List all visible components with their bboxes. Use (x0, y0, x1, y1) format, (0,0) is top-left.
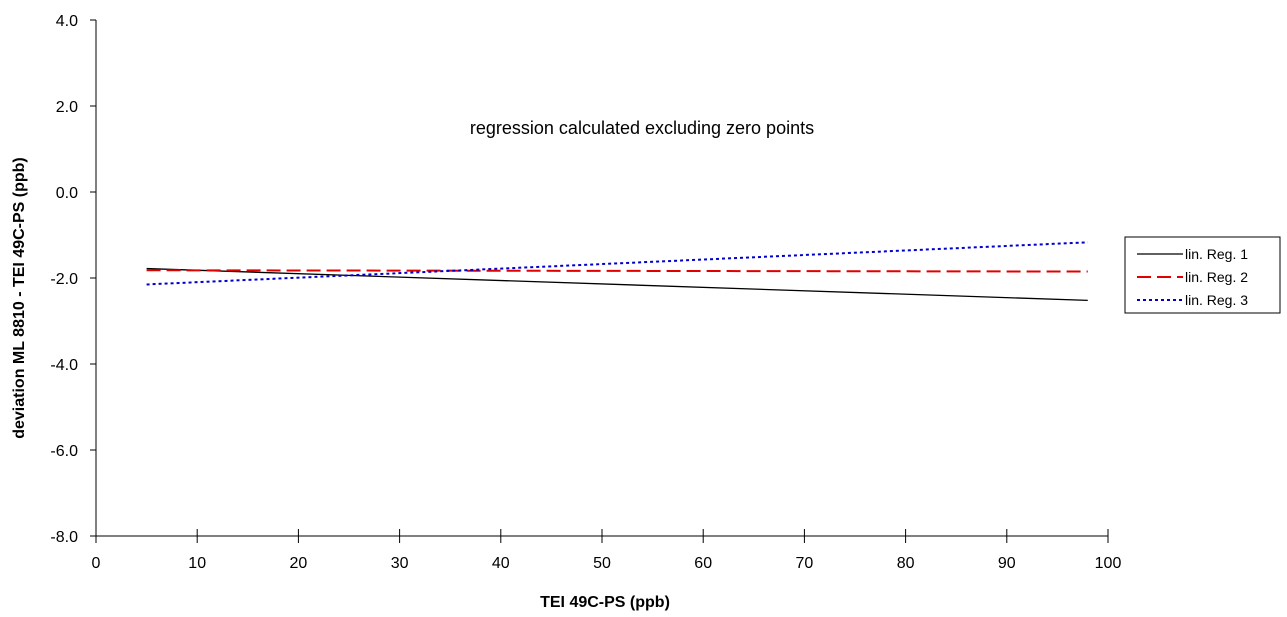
x-tick-label: 90 (998, 555, 1016, 572)
y-tick-label: -8.0 (50, 529, 78, 546)
x-tick-label: 10 (188, 555, 206, 572)
legend: lin. Reg. 1 lin. Reg. 2 lin. Reg. 3 (1124, 236, 1281, 314)
x-tick-label: 80 (897, 555, 915, 572)
chart-annotation: regression calculated excluding zero poi… (470, 118, 814, 138)
y-tick-label: -2.0 (50, 271, 78, 288)
legend-label-3: lin. Reg. 3 (1185, 292, 1248, 308)
y-tick-label: -4.0 (50, 357, 78, 374)
y-ticks: 4.0 2.0 0.0 -2.0 -4.0 -6.0 -8.0 (50, 13, 96, 546)
x-tick-label: 70 (796, 555, 814, 572)
x-tick-label: 60 (694, 555, 712, 572)
legend-label-2: lin. Reg. 2 (1185, 269, 1248, 285)
x-tick-label: 100 (1095, 555, 1122, 572)
axes (95, 20, 1108, 537)
x-tick-label: 50 (593, 555, 611, 572)
series-line-1 (146, 267, 1088, 302)
series-line-2 (146, 269, 1088, 273)
x-tick-label: 30 (391, 555, 409, 572)
series-lines (146, 241, 1088, 302)
x-tick-label: 20 (290, 555, 308, 572)
y-tick-label: 2.0 (56, 99, 78, 116)
series-line-3 (146, 241, 1088, 286)
y-tick-label: 0.0 (56, 185, 78, 202)
x-tick-label: 0 (92, 555, 101, 572)
legend-label-1: lin. Reg. 1 (1185, 246, 1248, 262)
x-tick-label: 40 (492, 555, 510, 572)
x-axis-title: TEI 49C-PS (ppb) (540, 594, 670, 611)
y-tick-label: -6.0 (50, 443, 78, 460)
y-tick-label: 4.0 (56, 13, 78, 30)
x-ticks: 0 10 20 30 40 50 60 70 80 90 100 (92, 529, 1122, 572)
y-axis-title: deviation ML 8810 - TEI 49C-PS (ppb) (11, 157, 28, 439)
